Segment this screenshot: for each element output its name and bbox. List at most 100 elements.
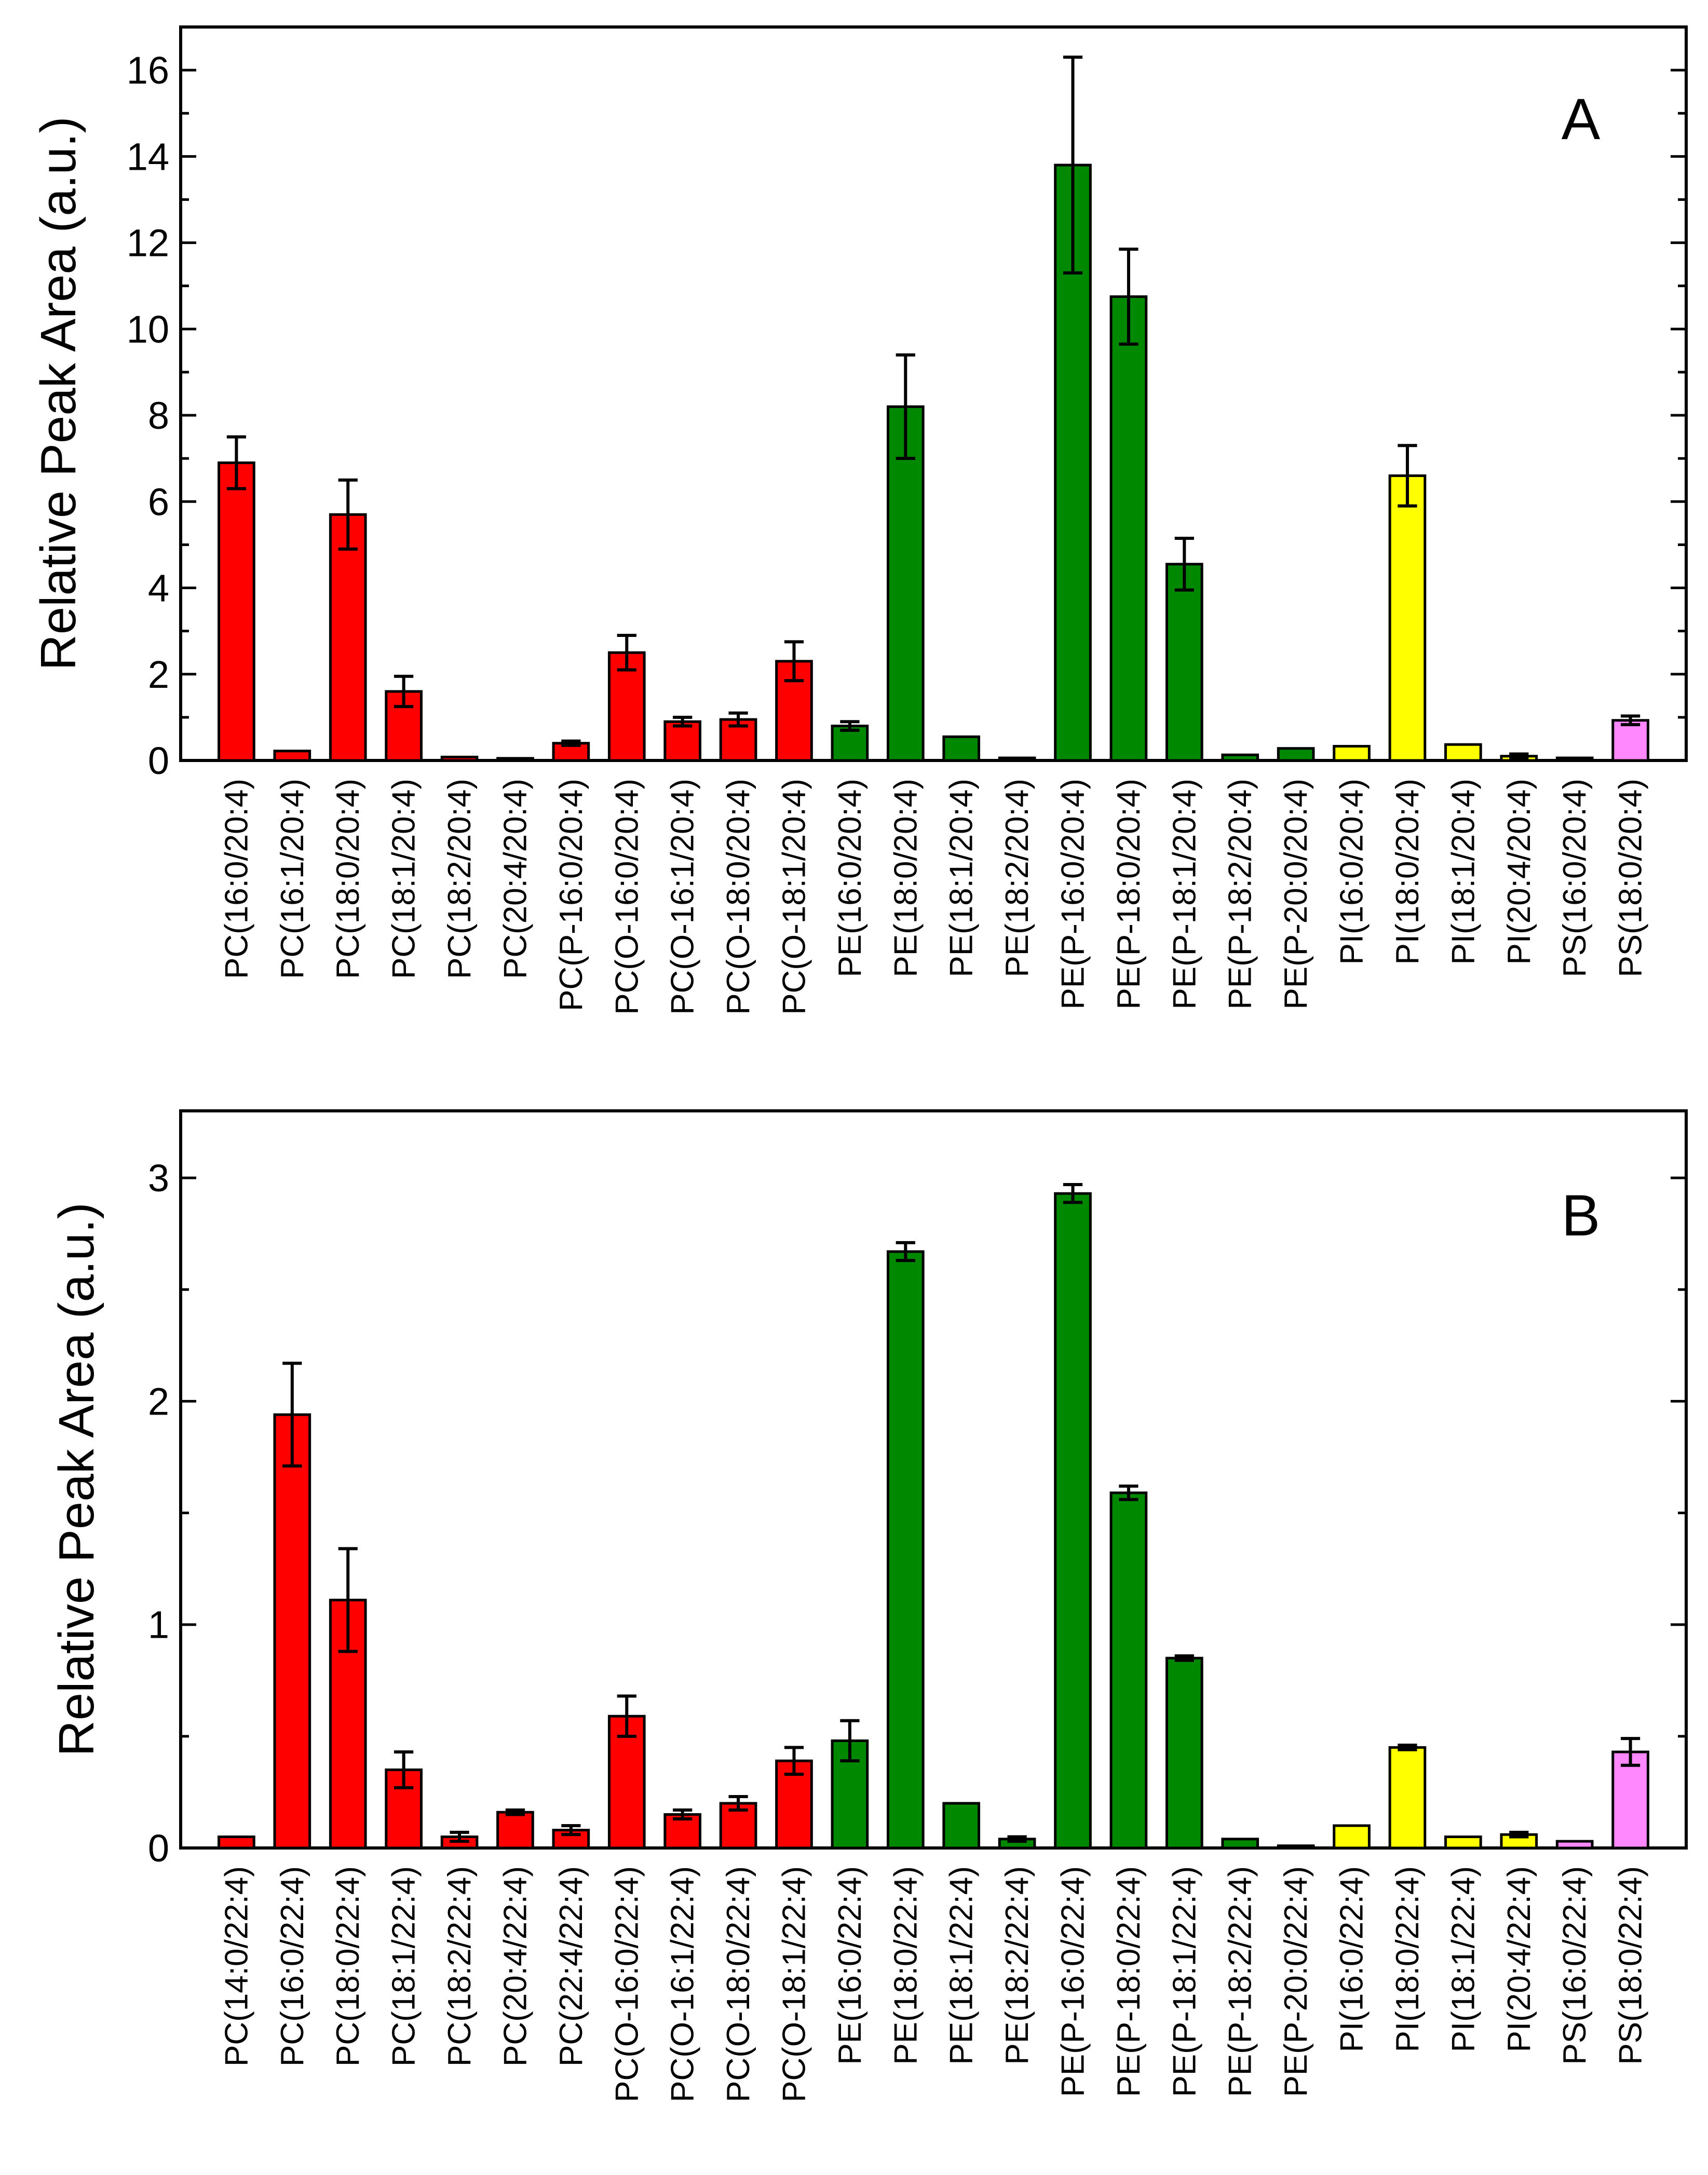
x-tick-label-a-1: PC(16:0/20:4) bbox=[219, 779, 254, 979]
x-tick-label-a-2: PC(16:1/20:4) bbox=[275, 779, 310, 979]
x-tick-label-a-9: PC(O-16:1/20:4) bbox=[665, 779, 701, 1015]
error-bar-b-12 bbox=[840, 1719, 860, 1763]
x-tick-label-b-20: PE(P-20:0/22:4) bbox=[1278, 1866, 1314, 2097]
plot-frame-b bbox=[179, 1109, 1688, 1850]
error-bar-b-5 bbox=[450, 1830, 469, 1843]
x-tick-label-b-21: PI(16:0/22:4) bbox=[1334, 1866, 1370, 2052]
bar-b-19 bbox=[1221, 1838, 1259, 1850]
x-tick-label-a-21: PI(16:0/20:4) bbox=[1334, 779, 1370, 964]
error-bar-b-15 bbox=[1007, 1835, 1027, 1843]
x-tick-label-a-13: PE(18:0/20:4) bbox=[888, 779, 924, 977]
x-tick-label-a-17: PE(P-18:0/20:4) bbox=[1111, 779, 1147, 1010]
y-tick-label-a: 14 bbox=[127, 135, 169, 178]
bar-b-22 bbox=[1388, 1746, 1427, 1850]
panel-b: Relative Peak Area (a.u.) B 0 1 2 3 PC(14:0… bbox=[49, 1109, 1688, 2102]
x-tick-label-b-23: PI(18:1/22:4) bbox=[1445, 1866, 1481, 2052]
error-bar-a-26 bbox=[1620, 714, 1641, 727]
y-tick-label-b: 2 bbox=[148, 1380, 169, 1423]
x-tick-label-b-9: PC(O-16:1/22:4) bbox=[665, 1866, 701, 2102]
bar-b-6 bbox=[496, 1811, 534, 1850]
x-tick-label-b-8: PC(O-16:0/22:4) bbox=[609, 1866, 645, 2102]
y-axis-label-a: Relative Peak Area (a.u.) bbox=[31, 116, 86, 670]
x-tick-label-b-1: PC(14:0/22:4) bbox=[219, 1866, 254, 2067]
x-tick-labels-b: PC(14:0/22:4) PC(16:0/22:4) PC(18:0/22:4) P… bbox=[219, 1866, 1648, 2102]
x-tick-label-b-4: PC(18:1/22:4) bbox=[386, 1866, 422, 2067]
x-tick-label-b-17: PE(P-18:0/22:4) bbox=[1111, 1866, 1147, 2097]
error-bar-a-10 bbox=[728, 711, 748, 728]
bar-a-20 bbox=[1277, 747, 1315, 762]
error-bar-b-18 bbox=[1174, 1654, 1194, 1662]
error-bar-b-7 bbox=[561, 1824, 581, 1837]
panel-a: Relative Peak Area (a.u.) A 0 2 4 6 8 10 12 14 1… bbox=[31, 25, 1688, 1015]
panel-label-b: B bbox=[1562, 1183, 1601, 1248]
bar-a-25 bbox=[1555, 756, 1594, 762]
error-bar-a-18 bbox=[1174, 536, 1194, 592]
y-tick-label-a: 16 bbox=[127, 49, 169, 92]
panel-label-a: A bbox=[1562, 87, 1601, 152]
x-tick-label-b-6: PC(20:4/22:4) bbox=[497, 1866, 533, 2067]
y-tick-label-a: 12 bbox=[127, 222, 169, 265]
x-tick-label-a-7: PC(P-16:0/20:4) bbox=[553, 779, 589, 1011]
bar-a-2 bbox=[273, 750, 311, 762]
x-tick-label-a-18: PE(P-18:1/20:4) bbox=[1167, 779, 1202, 1010]
bar-b-13 bbox=[886, 1250, 925, 1850]
y-ticks-b: 0 1 2 3 bbox=[148, 1157, 1686, 1870]
bar-a-15 bbox=[998, 756, 1036, 762]
error-bar-b-10 bbox=[728, 1795, 748, 1812]
bar-a-9 bbox=[663, 720, 702, 762]
error-bar-b-13 bbox=[896, 1241, 915, 1262]
error-bar-a-22 bbox=[1398, 444, 1417, 508]
bar-b-17 bbox=[1109, 1491, 1148, 1850]
error-bar-b-6 bbox=[505, 1808, 525, 1816]
error-bar-a-9 bbox=[673, 715, 693, 728]
x-tick-label-b-14: PE(18:1/22:4) bbox=[944, 1866, 980, 2065]
x-tick-label-b-16: PE(P-16:0/22:4) bbox=[1055, 1866, 1091, 2097]
y-tick-label-b: 1 bbox=[148, 1603, 169, 1647]
error-bar-a-8 bbox=[617, 633, 636, 672]
y-axis-label-b: Relative Peak Area (a.u.) bbox=[49, 1202, 104, 1756]
x-tick-label-b-10: PC(O-18:0/22:4) bbox=[721, 1866, 756, 2102]
bar-b-2 bbox=[273, 1413, 311, 1850]
y-tick-label-a: 2 bbox=[148, 653, 169, 696]
bar-b-14 bbox=[942, 1802, 981, 1850]
error-bar-a-16 bbox=[1063, 56, 1083, 275]
bar-b-8 bbox=[607, 1715, 646, 1850]
y-tick-label-b: 3 bbox=[148, 1157, 169, 1200]
error-bar-a-11 bbox=[784, 640, 804, 683]
x-tick-label-b-11: PC(O-18:1/22:4) bbox=[776, 1866, 812, 2102]
x-tick-label-a-22: PI(18:0/20:4) bbox=[1390, 779, 1426, 964]
error-bar-a-12 bbox=[840, 720, 860, 732]
x-tick-label-b-13: PE(18:0/22:4) bbox=[888, 1866, 924, 2065]
x-tick-label-b-19: PE(P-18:2/22:4) bbox=[1223, 1866, 1258, 2097]
y-tick-label-a: 4 bbox=[148, 567, 169, 610]
x-tick-label-a-12: PE(16:0/20:4) bbox=[832, 779, 868, 977]
bar-a-21 bbox=[1333, 745, 1371, 762]
x-tick-label-b-3: PC(18:0/22:4) bbox=[330, 1866, 366, 2067]
x-tick-label-a-3: PC(18:0/20:4) bbox=[330, 779, 366, 979]
x-tick-label-b-2: PC(16:0/22:4) bbox=[275, 1866, 310, 2067]
error-bar-b-9 bbox=[673, 1808, 693, 1821]
x-tick-label-a-15: PE(18:2/20:4) bbox=[999, 779, 1035, 977]
error-bar-b-3 bbox=[338, 1547, 358, 1653]
bar-b-16 bbox=[1054, 1192, 1092, 1850]
error-bar-a-24 bbox=[1509, 752, 1529, 760]
x-tick-label-a-14: PE(18:1/20:4) bbox=[944, 779, 980, 977]
error-bar-b-16 bbox=[1063, 1183, 1083, 1204]
error-bar-b-4 bbox=[394, 1750, 414, 1789]
x-tick-label-a-11: PC(O-18:1/20:4) bbox=[776, 779, 812, 1015]
bar-a-18 bbox=[1165, 563, 1203, 762]
x-tick-label-b-7: PC(22:4/22:4) bbox=[553, 1866, 589, 2067]
x-tick-label-b-15: PE(18:2/22:4) bbox=[999, 1866, 1035, 2065]
bar-a-6 bbox=[496, 757, 534, 762]
y-tick-label-b: 0 bbox=[148, 1827, 169, 1870]
x-tick-labels-a: PC(16:0/20:4) PC(16:1/20:4) PC(18:0/20:4) P… bbox=[219, 779, 1648, 1015]
bar-b-21 bbox=[1333, 1824, 1371, 1850]
x-tick-label-a-10: PC(O-18:0/20:4) bbox=[721, 779, 756, 1015]
bar-a-3 bbox=[329, 513, 367, 762]
y-tick-label-a: 8 bbox=[148, 394, 169, 437]
x-tick-label-a-8: PC(O-16:0/20:4) bbox=[609, 779, 645, 1015]
error-bar-a-4 bbox=[394, 674, 414, 709]
bar-b-23 bbox=[1444, 1835, 1482, 1850]
x-tick-label-b-18: PE(P-18:1/22:4) bbox=[1167, 1866, 1202, 2097]
